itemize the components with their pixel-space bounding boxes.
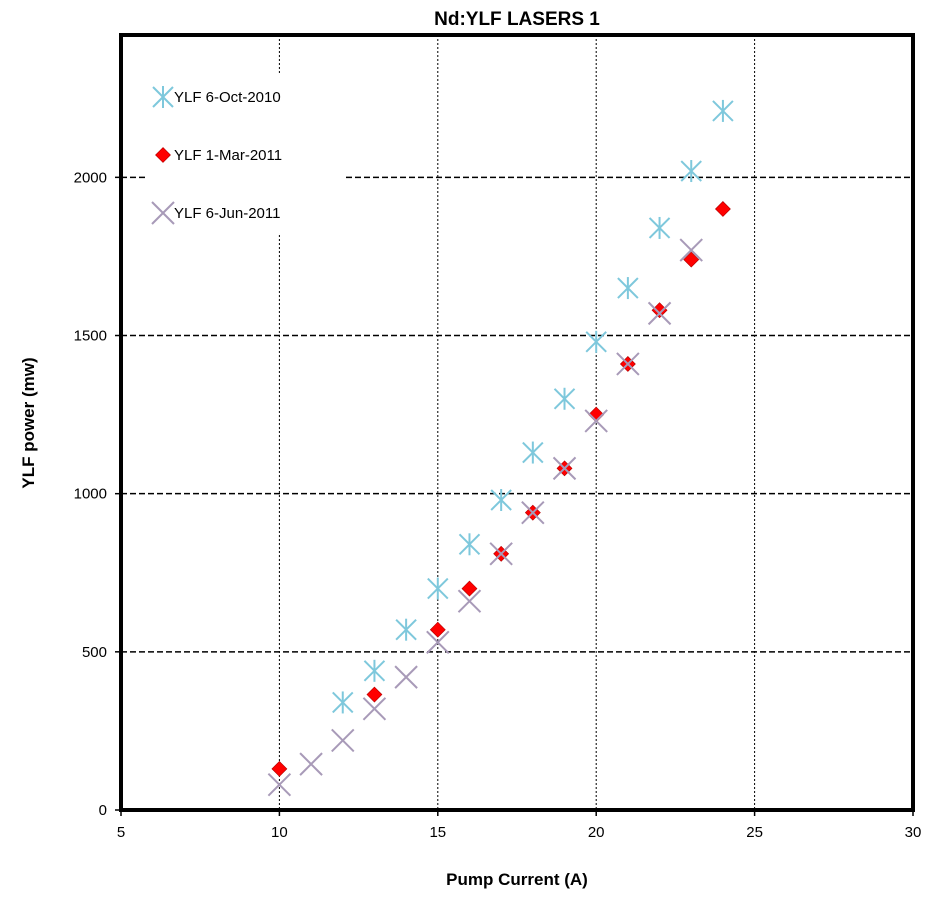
series-2	[271, 201, 731, 777]
data-point	[331, 728, 355, 753]
data-point	[426, 630, 450, 655]
legend-label: YLF 6-Oct-2010	[174, 89, 281, 106]
data-point	[363, 659, 386, 682]
data-point	[651, 302, 668, 319]
x-tick-label: 20	[588, 824, 605, 841]
data-point	[458, 533, 481, 556]
data-point	[267, 772, 292, 797]
data-point	[616, 352, 640, 376]
data-point	[680, 160, 702, 183]
data-point	[490, 489, 512, 511]
y-axis-label: YLF power (mw)	[19, 357, 38, 488]
x-axis-label: Pump Current (A)	[446, 870, 588, 889]
data-point	[429, 621, 446, 638]
x-tick-label: 25	[746, 824, 763, 841]
y-tick-label: 0	[99, 802, 107, 819]
data-point	[521, 500, 545, 525]
data-point	[299, 752, 323, 776]
legend: YLF 6-Oct-2010 YLF 1-Mar-2011 YLF 6-Jun-20…	[145, 75, 345, 235]
legend-label: YLF 1-Mar-2011	[174, 147, 282, 164]
x-tick-label: 10	[271, 824, 288, 841]
y-tick-label: 1000	[74, 486, 107, 503]
data-point	[489, 542, 513, 566]
data-point	[366, 686, 383, 703]
data-point	[332, 691, 354, 714]
data-point	[522, 441, 544, 464]
data-point	[394, 665, 418, 689]
series-1	[332, 99, 734, 714]
series-3	[267, 238, 703, 797]
data-point	[552, 456, 577, 481]
legend-background	[145, 75, 345, 235]
data-point	[395, 618, 417, 641]
x-tick-label: 30	[905, 824, 922, 841]
x-tick-label: 5	[117, 824, 125, 841]
data-point	[617, 277, 639, 300]
legend-marker	[155, 147, 171, 163]
grid	[121, 35, 913, 810]
x-tick-label: 15	[429, 824, 446, 841]
y-tick-label: 1500	[74, 328, 107, 345]
data-point	[584, 409, 608, 433]
data-point	[679, 238, 703, 262]
y-tick-labels: 0 500 1000 1500 2000	[74, 169, 121, 819]
data-point	[585, 330, 607, 353]
x-tick-labels: 5 10 15 20 25 30	[117, 810, 922, 841]
data-point	[271, 760, 288, 777]
data-point	[553, 387, 576, 410]
data-point	[648, 216, 671, 239]
data-points	[267, 99, 734, 797]
data-point	[714, 201, 731, 217]
chart-title: Nd:YLF LASERS 1	[434, 9, 600, 30]
data-point	[461, 580, 478, 597]
y-tick-label: 2000	[74, 169, 107, 186]
legend-label: YLF 6-Jun-2011	[174, 205, 280, 222]
legend-marker	[152, 86, 174, 108]
data-point	[362, 697, 387, 721]
plot-area-frame	[119, 33, 915, 812]
legend-marker	[151, 201, 175, 225]
data-point	[712, 99, 734, 122]
data-point	[647, 301, 672, 326]
y-tick-label: 500	[82, 644, 107, 661]
data-point	[683, 251, 700, 268]
data-point	[427, 577, 449, 600]
data-point	[457, 589, 482, 613]
